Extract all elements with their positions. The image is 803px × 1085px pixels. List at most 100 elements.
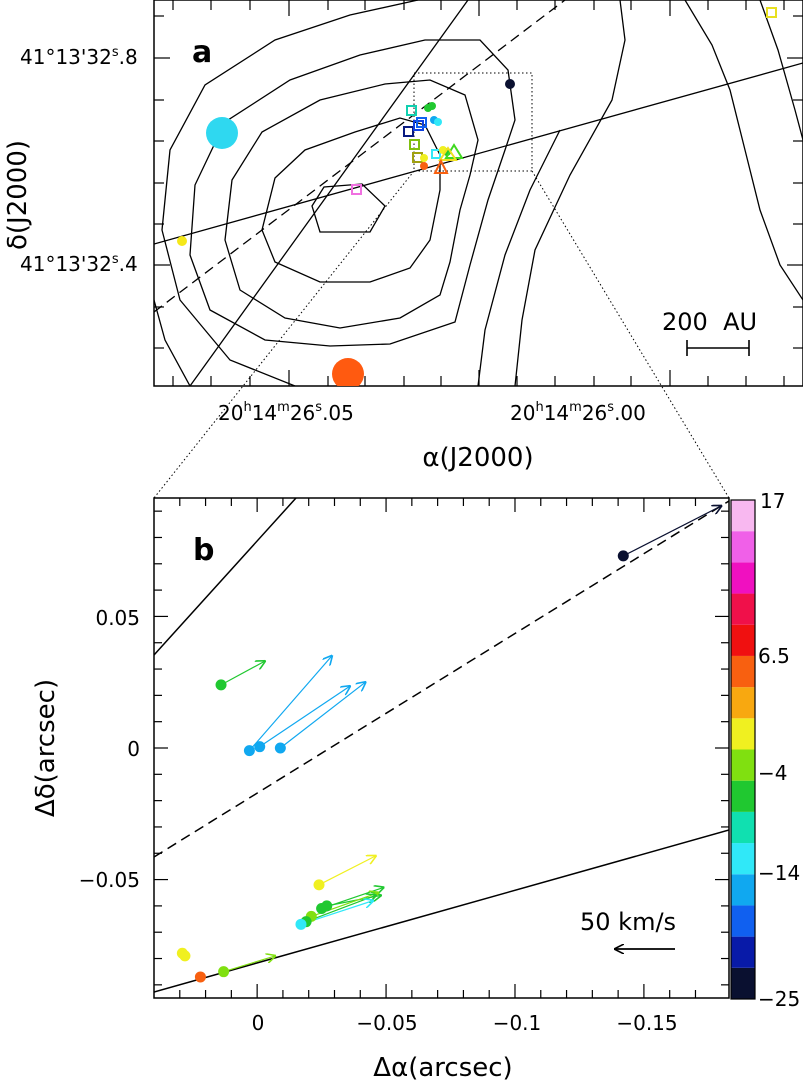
svg-text:20h14m26s.00: 20h14m26s.00 (510, 400, 646, 425)
reference-velocity-arrow: 50 km/s (580, 908, 676, 949)
colorbar-label-4: −25 (758, 987, 800, 1011)
colorbar-label-3: −14 (758, 861, 800, 885)
ytick-frac: .4 (119, 252, 138, 276)
motion-arrow-13 (223, 956, 276, 973)
cone-edge-steep (189, 0, 469, 386)
panel-b-label: b (193, 533, 214, 568)
panel-b-plot-area (154, 498, 729, 993)
panel-b-ylabel: Δδ(arcsec) (31, 679, 61, 817)
maser-square-blue (413, 120, 424, 131)
maser-square-pink (351, 184, 362, 195)
maser-spots (176, 550, 629, 983)
maser-spot-2 (243, 745, 255, 757)
panel-b-xtick-3: −0.15 (616, 1011, 677, 1035)
panel-a-ytick-1: 41°13'32s.4 (20, 252, 138, 276)
maser-spot-dark (505, 79, 515, 89)
panel-a-xtick-1: 20h14m26s.00 (510, 400, 646, 425)
contour-5 (161, 0, 561, 386)
panel-a-ylabel: δ(J2000) (3, 140, 33, 250)
motion-arrow-0 (623, 506, 721, 557)
contour-3 (224, 79, 479, 329)
panel-b-ticks (154, 498, 729, 998)
maser-square-cyan-small (431, 149, 441, 159)
panel-a-label: a (192, 35, 212, 70)
panel-a-masers (177, 7, 777, 386)
cone-edge-upper (154, 498, 297, 656)
maser-spot-large-cyan (206, 117, 238, 149)
scale-bar-label: 200 AU (662, 308, 757, 336)
colorbar-segment-9 (731, 687, 755, 719)
panel-b-xtick-0: 0 (252, 1011, 265, 1035)
maser-spot-0 (617, 550, 629, 562)
colorbar-segment-10 (731, 655, 755, 688)
colorbar-segment-3 (731, 874, 755, 906)
colorbar-segment-0 (731, 967, 755, 999)
maser-spot-small-yellow (177, 236, 187, 246)
panel-a: a 200 AU 41°13'32s.8 41°13'32s.4 20h14m2… (3, 0, 803, 473)
outflow-axis-dashed (154, 500, 729, 858)
svg-text:41°13'32s.4: 41°13'32s.4 (20, 252, 138, 276)
maser-square-olive (409, 139, 420, 150)
reference-arrow-label: 50 km/s (580, 908, 676, 936)
colorbar-label-0: 17 (760, 489, 785, 513)
panel-a-ticks (154, 0, 803, 386)
svg-text:20h14m26s.05: 20h14m26s.05 (218, 400, 354, 425)
panel-b-lines (154, 498, 729, 993)
outflow-axis-dashed (154, 0, 566, 313)
maser-spot-cyan-2 (434, 118, 442, 126)
colorbar-segment-15 (731, 500, 755, 532)
cone-edge-north (154, 62, 803, 245)
colorbar-segment-8 (731, 718, 755, 750)
motion-arrow-1 (220, 661, 265, 686)
maser-triangle-yellow (438, 146, 458, 161)
maser-spot-yellow (420, 154, 428, 162)
colorbar-segment-2 (731, 905, 755, 937)
maser-spot-14 (194, 971, 206, 983)
contour-1 (311, 183, 386, 233)
maser-spot-3 (254, 741, 266, 753)
colorbar-segment-5 (731, 811, 755, 844)
colorbar-segment-13 (731, 562, 755, 594)
maser-spot-green-2 (428, 102, 436, 110)
panel-b-xtick-1: −0.05 (356, 1011, 417, 1035)
colorbar-labels: 17 6.5 −4 −14 −25 (758, 489, 800, 1011)
maser-square-yellow-corner (766, 7, 777, 18)
maser-spot-7 (321, 900, 333, 912)
contour-lines (154, 0, 803, 386)
colorbar-label-2: −4 (758, 761, 787, 785)
maser-spot-13 (218, 966, 230, 978)
colorbar-frame (730, 499, 756, 1000)
colorbar-segment-14 (731, 531, 755, 563)
ytick-sec-mark: s (112, 45, 119, 60)
panel-a-plot-area (154, 0, 803, 386)
panel-b-ytick-1: 0 (127, 737, 140, 761)
panel-b-xtick-2: −0.1 (493, 1011, 542, 1035)
contour-8 (759, 0, 803, 141)
maser-square-navy (403, 126, 414, 137)
ytick-sec-mark: s (112, 252, 119, 267)
ytick-frac: .8 (119, 45, 138, 69)
motion-arrow-5 (318, 856, 376, 886)
maser-spot-orange (420, 162, 428, 170)
panel-b-ytick-0: 0.05 (95, 606, 140, 630)
panel-a-lines (154, 0, 803, 386)
maser-motion-arrows (220, 506, 721, 973)
maser-spot-large-orange (332, 358, 364, 386)
maser-spot-1 (215, 679, 227, 691)
contour-6 (154, 0, 626, 386)
motion-arrow-2 (248, 656, 332, 752)
cone-edge-lower (154, 829, 729, 993)
panel-a-xlabel: α(J2000) (422, 443, 533, 473)
maser-triangle-orange (433, 158, 449, 174)
colorbar-segment-7 (731, 749, 755, 781)
colorbar-segment-12 (731, 593, 755, 625)
panel-a-xtick-0: 20h14m26s.05 (218, 400, 354, 425)
contour-7 (684, 0, 803, 301)
colorbar-segment-11 (731, 624, 755, 656)
maser-spot-10 (295, 918, 307, 930)
colorbar-label-1: 6.5 (758, 644, 790, 668)
maser-spot-12 (179, 950, 191, 962)
colorbar-segment-6 (731, 780, 755, 812)
maser-spot-4 (274, 742, 286, 754)
